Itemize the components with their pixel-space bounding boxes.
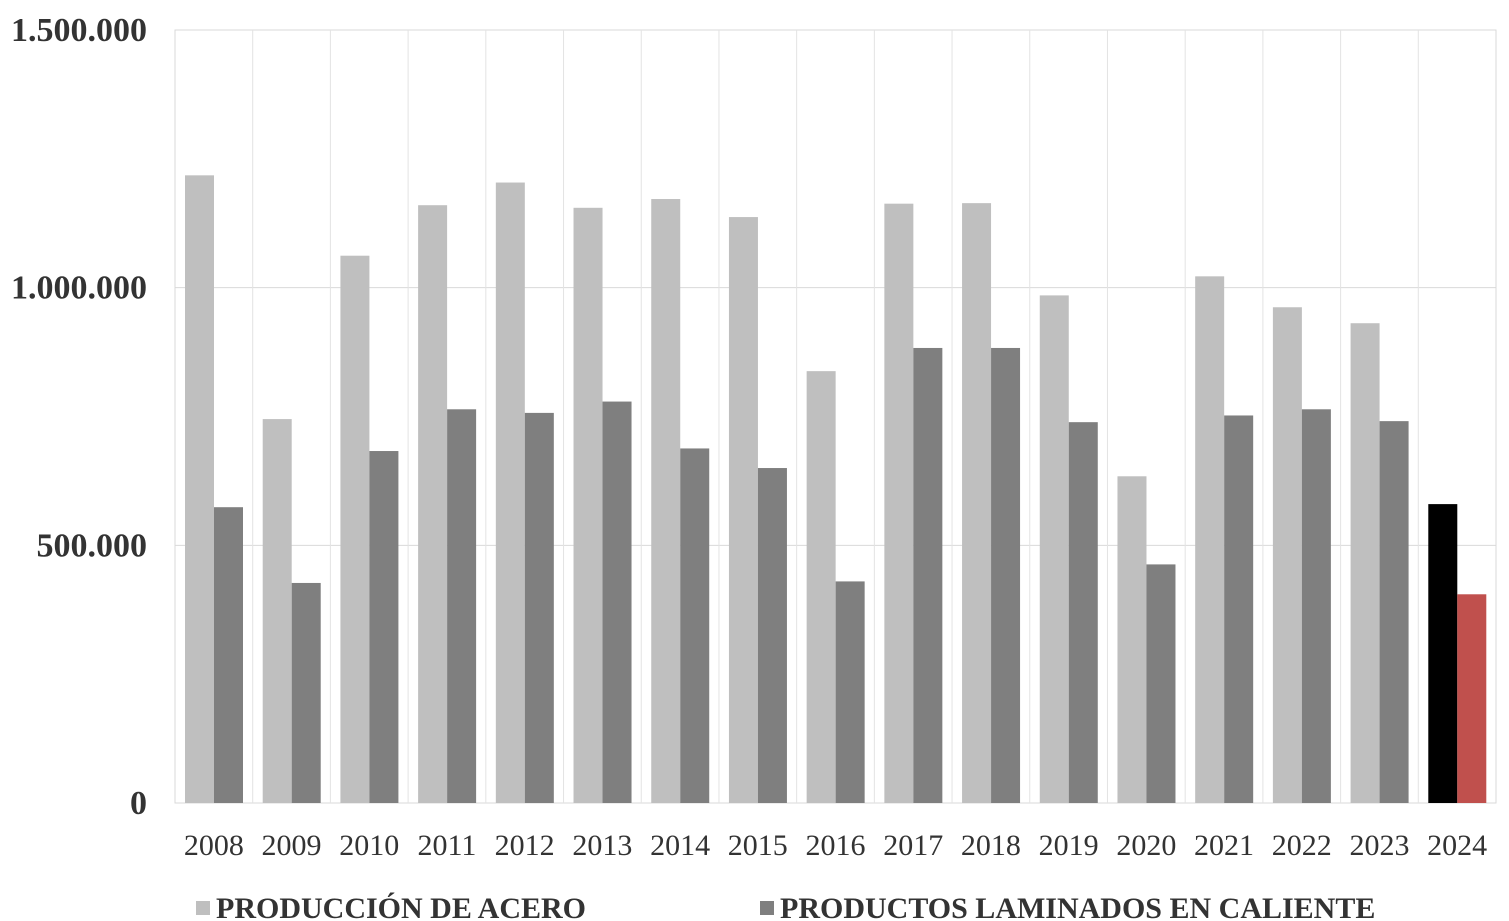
bar-produccion-2008: [185, 175, 214, 804]
bar-produccion-2020: [1117, 476, 1147, 803]
legend: PRODUCCIÓN DE ACERO PRODUCTOS LAMINADOS E…: [196, 892, 1375, 921]
y-tick-label: 0: [130, 785, 147, 822]
bar-produccion-2015: [728, 217, 758, 804]
bar-produccion-2019: [1039, 295, 1069, 803]
legend-label: PRODUCTOS LAMINADOS EN CALIENTE: [780, 892, 1375, 921]
bar-laminados-2012: [524, 412, 554, 803]
x-tick-label: 2018: [961, 829, 1021, 862]
bar-laminados-2020: [1146, 564, 1176, 803]
x-tick-label: 2017: [883, 829, 943, 862]
bar-laminados-2021: [1224, 415, 1254, 803]
bar-laminados-2016: [835, 581, 865, 803]
bar-produccion-2014: [651, 199, 681, 804]
y-tick-label: 500.000: [37, 527, 148, 564]
x-tick-label: 2015: [728, 829, 788, 862]
x-tick-label: 2021: [1194, 829, 1254, 862]
legend-swatch: [196, 901, 210, 915]
bar-produccion-2017: [884, 203, 914, 803]
bar-produccion-2016: [806, 371, 836, 803]
bar-laminados-2009: [291, 582, 321, 803]
bar-laminados-2022: [1301, 409, 1331, 803]
x-tick-label: 2022: [1272, 829, 1332, 862]
x-tick-label: 2012: [495, 829, 555, 862]
x-tick-label: 2013: [572, 829, 632, 862]
x-tick-label: 2008: [184, 829, 244, 862]
x-tick-label: 2014: [650, 829, 710, 862]
bar-produccion-2018: [962, 203, 992, 804]
bar-laminados-2018: [991, 347, 1021, 803]
x-axis: 2008 2009 2010 2011 2012 2013 2014 2015 2016 2017…: [184, 829, 1487, 862]
bar-laminados-2017: [913, 347, 943, 803]
x-tick-label: 2016: [806, 829, 866, 862]
grid: [174, 29, 1497, 804]
legend-label: PRODUCCIÓN DE ACERO: [216, 892, 586, 921]
x-tick-label: 2009: [262, 829, 322, 862]
x-tick-label: 2024: [1427, 829, 1487, 862]
y-tick-label: 1.500.000: [11, 12, 147, 49]
x-tick-label: 2020: [1116, 829, 1176, 862]
bar-laminados-2023: [1379, 421, 1409, 803]
x-tick-label: 2023: [1349, 829, 1409, 862]
bar-produccion-2009: [262, 419, 292, 803]
bars: [185, 175, 1487, 804]
bar-produccion-2022: [1272, 307, 1302, 803]
bar-produccion-2024: [1428, 504, 1458, 803]
y-axis: 0 500.000 1.000.000 1.500.000: [11, 12, 147, 822]
bar-produccion-2021: [1195, 276, 1225, 803]
bar-produccion-2011: [418, 205, 448, 804]
bar-produccion-2012: [495, 182, 525, 803]
bar-produccion-2013: [573, 207, 603, 804]
bar-laminados-2015: [757, 468, 787, 803]
bar-laminados-2011: [447, 409, 477, 803]
bar-produccion-2023: [1350, 323, 1380, 803]
bar-laminados-2010: [369, 451, 399, 803]
legend-swatch: [760, 901, 774, 915]
bar-laminados-2013: [602, 401, 632, 803]
bar-produccion-2010: [340, 255, 370, 803]
x-tick-label: 2019: [1039, 829, 1099, 862]
bar-laminados-2008: [214, 507, 243, 803]
bar-laminados-2024: [1457, 594, 1487, 803]
bar-laminados-2014: [680, 448, 710, 803]
bar-laminados-2019: [1068, 422, 1098, 803]
y-tick-label: 1.000.000: [11, 270, 147, 307]
x-tick-label: 2011: [418, 829, 477, 862]
x-tick-label: 2010: [339, 829, 399, 862]
